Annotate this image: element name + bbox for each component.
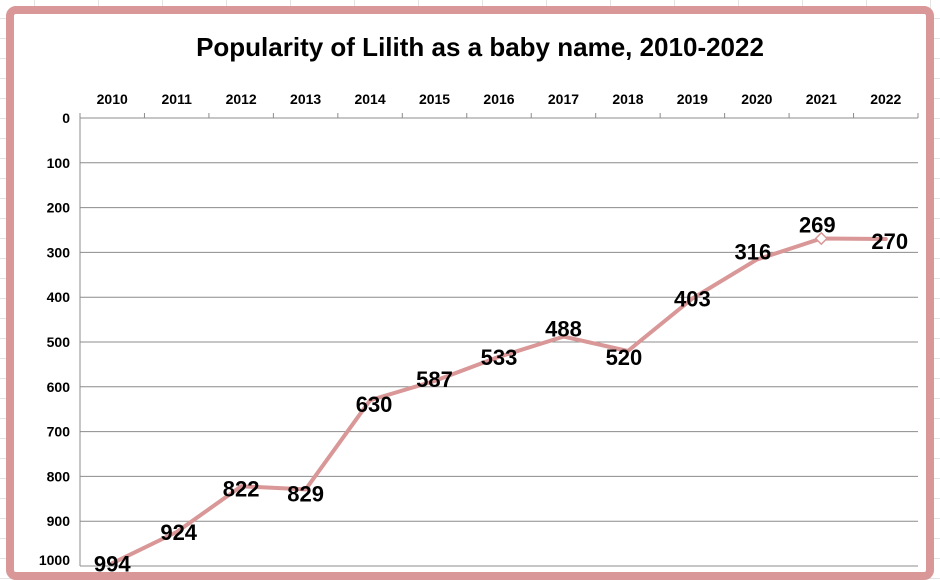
data-label-2022: 270 — [871, 229, 908, 254]
data-label-2018: 520 — [606, 345, 643, 370]
y-tick-label-300: 300 — [47, 244, 71, 260]
x-tick-label-2017: 2017 — [548, 91, 579, 107]
data-label-2012: 822 — [223, 476, 260, 501]
gridlines — [80, 117, 918, 567]
x-tick-label-2014: 2014 — [354, 91, 385, 107]
data-label-2016: 533 — [481, 345, 518, 370]
x-tick-label-2011: 2011 — [162, 91, 193, 107]
data-label-2017: 488 — [545, 317, 582, 342]
x-tick-label-2012: 2012 — [226, 91, 257, 107]
x-tick-label-2020: 2020 — [741, 91, 772, 107]
data-label-2013: 829 — [287, 481, 324, 506]
x-tick-label-2016: 2016 — [483, 91, 514, 107]
x-tick-label-2018: 2018 — [612, 91, 643, 107]
y-tick-label-900: 900 — [47, 513, 71, 529]
y-tick-label-500: 500 — [47, 334, 71, 350]
x-tick-label-2022: 2022 — [870, 91, 901, 107]
x-tick-label-2010: 2010 — [97, 91, 128, 107]
chart-title: Popularity of Lilith as a baby name, 201… — [196, 32, 764, 62]
data-label-2020: 316 — [734, 240, 771, 265]
x-tick-label-2021: 2021 — [806, 91, 837, 107]
x-tick-label-2019: 2019 — [677, 91, 708, 107]
y-tick-label-1000: 1000 — [39, 552, 70, 568]
chart-area[interactable]: Popularity of Lilith as a baby name, 201… — [6, 6, 934, 580]
y-tick-label-800: 800 — [47, 468, 71, 484]
data-label-2011: 924 — [160, 520, 197, 545]
series-line — [110, 236, 888, 566]
y-tick-label-600: 600 — [47, 379, 71, 395]
x-tick-label-2015: 2015 — [419, 91, 450, 107]
data-point-2021 — [814, 231, 829, 246]
data-label-2019: 403 — [674, 287, 711, 312]
x-tick-label-2013: 2013 — [290, 91, 321, 107]
y-tick-label-200: 200 — [47, 200, 71, 216]
data-label-2015: 587 — [416, 367, 453, 392]
y-tick-label-100: 100 — [47, 155, 71, 171]
y-tick-label-400: 400 — [47, 289, 71, 305]
axes: 0 100 200 300 400 500 600 700 800 900 1000 2010 2011… — [39, 91, 919, 568]
y-tick-label-700: 700 — [47, 424, 71, 440]
data-labels: 994 924 822 829 630 587 533 488 520 403 316 269 270 — [94, 213, 908, 572]
data-label-2021: 269 — [799, 213, 836, 238]
data-label-2010: 994 — [94, 551, 131, 572]
data-label-2014: 630 — [356, 392, 393, 417]
series-line-group — [110, 231, 888, 566]
line-chart: Popularity of Lilith as a baby name, 201… — [39, 32, 919, 572]
y-tick-label-0: 0 — [62, 110, 70, 126]
